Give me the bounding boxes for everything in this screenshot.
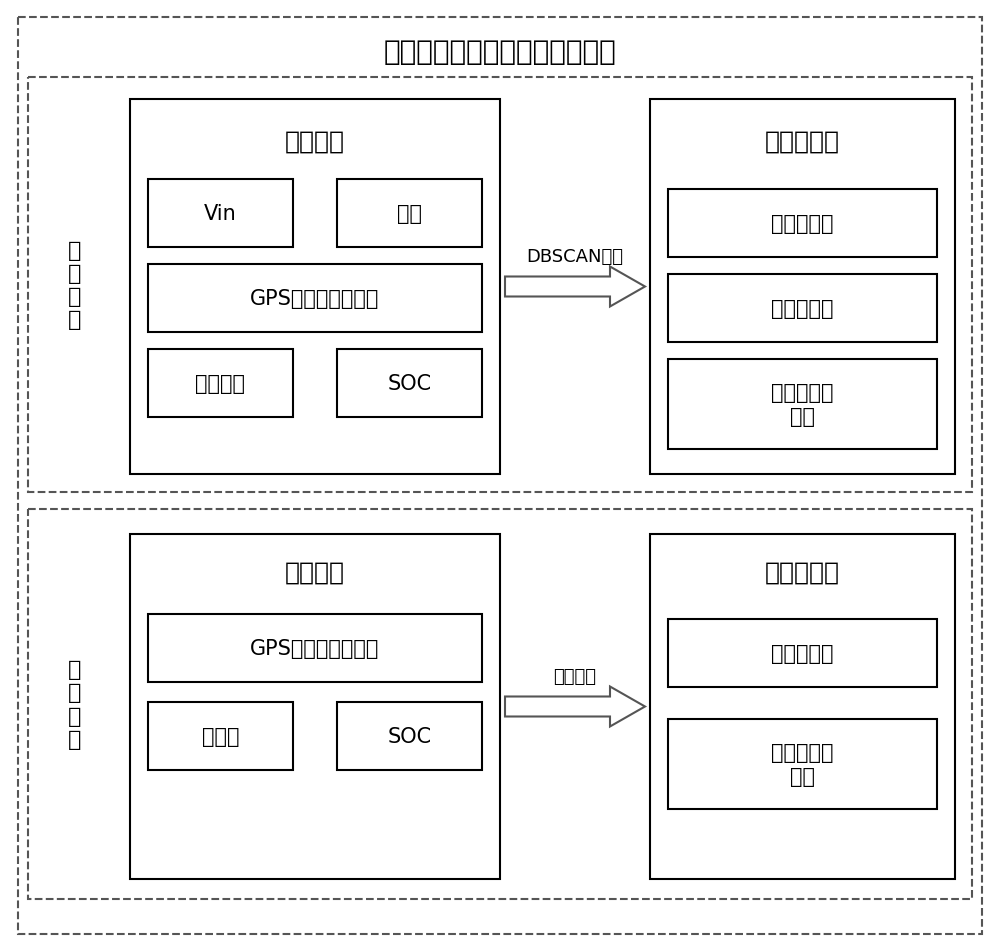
Text: DBSCAN算法: DBSCAN算法: [526, 248, 624, 267]
Bar: [148, 180, 293, 248]
Bar: [148, 614, 482, 683]
Bar: [148, 265, 482, 332]
Text: 平台数据: 平台数据: [285, 129, 345, 154]
Text: 时间: 时间: [397, 204, 422, 224]
Polygon shape: [505, 268, 645, 307]
Text: 车辆数据: 车辆数据: [285, 561, 345, 585]
Bar: [668, 189, 937, 258]
Text: 充电状态: 充电状态: [196, 373, 246, 393]
Text: 充电站信息: 充电站信息: [765, 561, 840, 585]
Bar: [28, 78, 972, 492]
Bar: [668, 720, 937, 809]
Bar: [337, 349, 482, 418]
Polygon shape: [505, 686, 645, 726]
Bar: [130, 100, 500, 474]
Text: 动
态
计
算: 动 态 计 算: [68, 660, 82, 749]
Bar: [337, 180, 482, 248]
Text: 充电站信息: 充电站信息: [765, 129, 840, 154]
Text: 目的地: 目的地: [202, 726, 239, 746]
Bar: [148, 703, 293, 770]
Text: GPS（经度、纬度）: GPS（经度、纬度）: [250, 639, 380, 659]
Text: Vin: Vin: [204, 204, 237, 224]
Text: 充电桩数量: 充电桩数量: [771, 299, 834, 319]
Text: SOC: SOC: [387, 726, 432, 746]
Text: 当前充电桩
状态: 当前充电桩 状态: [771, 383, 834, 426]
Bar: [337, 703, 482, 770]
Text: GPS（经度、纬度）: GPS（经度、纬度）: [250, 288, 380, 308]
Text: 当前充电桩
状态: 当前充电桩 状态: [771, 743, 834, 785]
Text: 静
态
计
算: 静 态 计 算: [68, 241, 82, 330]
Text: SOC: SOC: [387, 373, 432, 393]
Bar: [650, 534, 955, 879]
Bar: [650, 100, 955, 474]
Bar: [148, 349, 293, 418]
Text: 遗传算法: 遗传算法: [554, 667, 596, 685]
Bar: [668, 360, 937, 449]
Bar: [28, 509, 972, 899]
Bar: [668, 275, 937, 343]
Text: 充电站位置: 充电站位置: [771, 214, 834, 234]
Text: 新能源汽车国家监测与管理平台: 新能源汽车国家监测与管理平台: [384, 38, 616, 66]
Bar: [130, 534, 500, 879]
Text: 充电站位置: 充电站位置: [771, 644, 834, 664]
Bar: [668, 620, 937, 687]
